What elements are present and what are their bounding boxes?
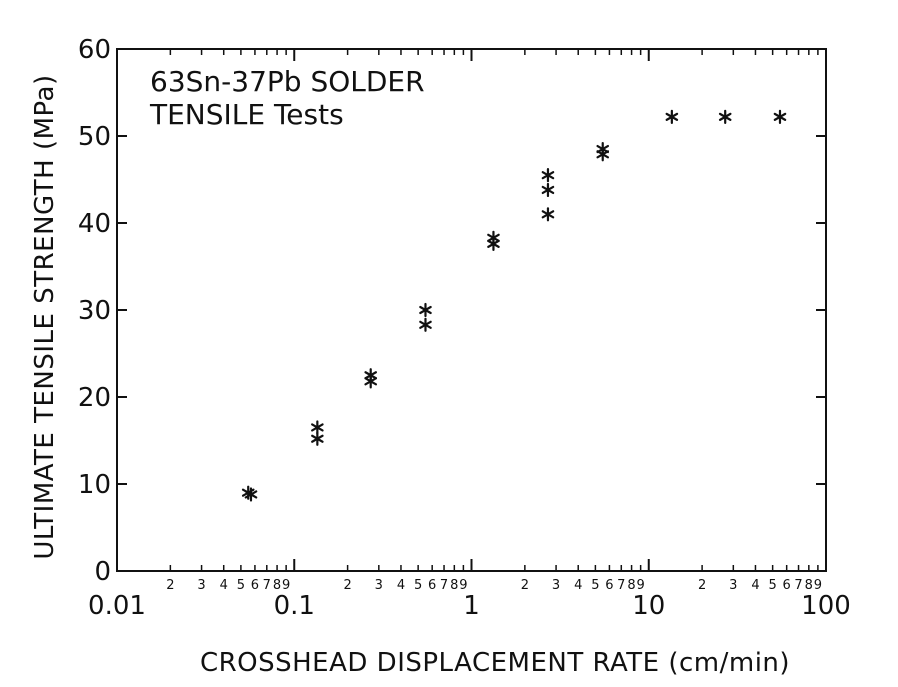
x-minor-label: 5	[591, 578, 599, 593]
annotation-line-1: 63Sn-37Pb SOLDER	[150, 65, 425, 98]
x-minor-label: 8	[805, 578, 813, 593]
data-point	[541, 182, 555, 198]
x-minor-label: 2	[698, 578, 706, 593]
data-point-stroke	[487, 239, 500, 248]
x-minor-label: 3	[375, 578, 383, 593]
x-minor-label: 9	[814, 578, 822, 593]
x-tick-label: 1	[463, 591, 480, 621]
data-point-stroke	[244, 490, 258, 499]
y-tick-label: 40	[78, 209, 111, 239]
data-point	[244, 487, 258, 502]
x-minor-label: 2	[521, 578, 529, 593]
x-minor-label: 6	[251, 578, 259, 593]
x-tick-label: 10	[632, 591, 665, 621]
data-point-stroke	[541, 210, 555, 219]
data-point-stroke	[311, 423, 324, 432]
x-minor-label: 5	[414, 578, 422, 593]
data-point-stroke	[541, 185, 555, 195]
data-point-stroke	[419, 305, 432, 315]
data-point-stroke	[364, 377, 378, 386]
x-minor-label: 9	[459, 578, 467, 593]
data-point	[311, 431, 324, 446]
x-minor-label: 6	[605, 578, 613, 593]
x-axis-title: CROSSHEAD DISPLACEMENT RATE (cm/min)	[200, 648, 790, 678]
data-points	[241, 109, 787, 502]
data-point-stroke	[773, 112, 787, 121]
data-point-stroke	[541, 171, 555, 180]
y-tick-label: 60	[78, 35, 111, 65]
x-minor-label: 4	[574, 578, 582, 593]
x-minor-label: 8	[627, 578, 635, 593]
x-minor-label: 7	[440, 578, 448, 593]
x-minor-label: 6	[428, 578, 436, 593]
data-point	[419, 317, 432, 332]
annotation-line-2: TENSILE Tests	[149, 98, 344, 131]
y-tick-label: 10	[78, 470, 111, 500]
data-point-stroke	[718, 112, 732, 121]
x-minor-label: 9	[282, 578, 290, 593]
x-minor-label: 4	[220, 578, 228, 593]
data-point	[773, 109, 787, 124]
y-tick-label: 50	[78, 122, 111, 152]
x-minor-label: 2	[343, 578, 351, 593]
x-minor-label: 8	[450, 578, 458, 593]
data-point	[665, 109, 679, 124]
x-minor-label: 5	[769, 578, 777, 593]
x-minor-label: 3	[552, 578, 560, 593]
data-point-stroke	[665, 112, 679, 121]
data-point-stroke	[419, 320, 432, 329]
x-minor-label: 4	[751, 578, 759, 593]
y-tick-label: 20	[78, 383, 111, 413]
y-tick-label: 0	[94, 557, 111, 587]
axes	[116, 48, 827, 572]
data-point	[487, 236, 500, 251]
x-minor-label: 4	[397, 578, 405, 593]
y-tick-label: 30	[78, 296, 111, 326]
x-minor-label: 9	[636, 578, 644, 593]
data-point	[311, 420, 324, 435]
data-point	[541, 168, 555, 183]
data-point	[596, 147, 610, 162]
y-tick-labels: 0 10 20 30 40 50 60	[78, 35, 111, 587]
x-minor-label: 7	[263, 578, 271, 593]
data-point	[541, 207, 555, 222]
data-point-stroke	[596, 150, 610, 159]
y-axis-title: ULTIMATE TENSILE STRENGTH (MPa)	[30, 74, 60, 559]
x-tick-label: 0.1	[274, 591, 315, 621]
data-point	[419, 302, 432, 318]
x-minor-label: 5	[237, 578, 245, 593]
x-minor-label: 7	[794, 578, 802, 593]
x-minor-label: 7	[617, 578, 625, 593]
x-minor-label: 6	[783, 578, 791, 593]
data-point-stroke	[311, 434, 324, 443]
data-point	[718, 109, 732, 124]
x-minor-label: 8	[273, 578, 281, 593]
data-point	[364, 374, 378, 389]
x-minor-label: 2	[166, 578, 174, 593]
x-minor-label: 3	[197, 578, 205, 593]
x-tick-label: 100	[801, 591, 851, 621]
x-tick-label: 0.01	[88, 591, 146, 621]
x-minor-label: 3	[729, 578, 737, 593]
